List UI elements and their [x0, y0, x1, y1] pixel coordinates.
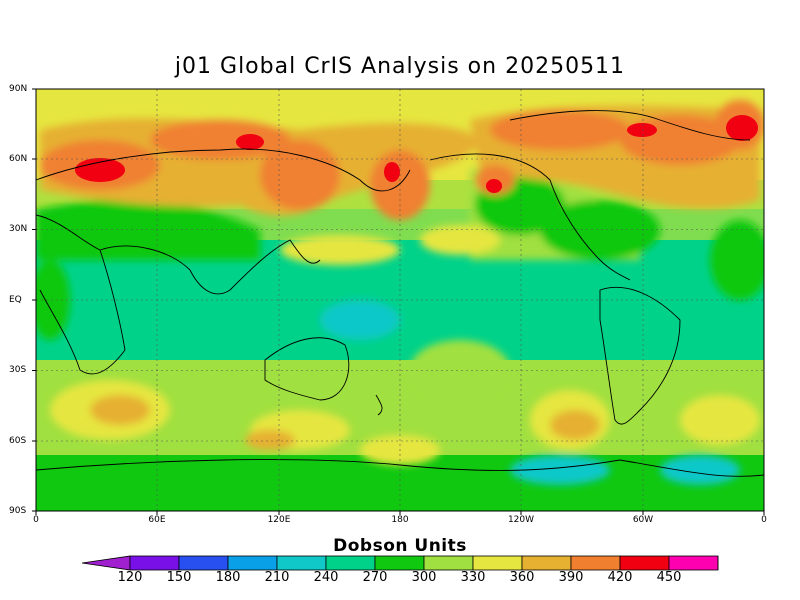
lon-label-120w: 120W: [507, 515, 535, 525]
colorbar-tick-label: 270: [362, 570, 388, 585]
colorbar-tick-label: 210: [264, 570, 290, 585]
lat-label-60n: 60N: [9, 154, 28, 164]
lon-label-180: 180: [391, 515, 409, 525]
colorbar-tick-label: 420: [607, 570, 633, 585]
colorbar-tick-label: 150: [166, 570, 192, 585]
lat-label-90s: 90S: [9, 506, 27, 516]
colorbar-tick-label: 120: [117, 570, 143, 585]
lon-label-0-east: 0: [761, 515, 767, 525]
colorbar-tick-label: 360: [509, 570, 535, 585]
lon-label-120e: 120E: [267, 515, 291, 525]
lat-label-60s: 60S: [9, 436, 27, 446]
lon-label-0: 0: [33, 515, 39, 525]
lon-label-60w: 60W: [632, 515, 654, 525]
colorbar-tick-label: 300: [411, 570, 437, 585]
coastlines: [36, 110, 764, 477]
graticule: [36, 89, 764, 511]
lon-label-60e: 60E: [148, 515, 166, 525]
lat-label-30n: 30N: [9, 224, 28, 234]
lat-label-30s: 30S: [9, 365, 27, 375]
colorbar-label: Dobson Units: [333, 536, 467, 556]
lat-label-eq: EQ: [9, 295, 22, 305]
axis-ticks: [32, 88, 765, 515]
lat-label-90n: 90N: [9, 84, 28, 94]
map-title: j01 Global CrIS Analysis on 20250511: [174, 54, 626, 79]
colorbar-tick-label: 330: [460, 570, 486, 585]
colorbar-tick-label: 240: [313, 570, 339, 585]
colorbar-tick-label: 180: [215, 570, 241, 585]
colorbar-tick-label: 390: [558, 570, 584, 585]
colorbar-tick-label: 450: [656, 570, 682, 585]
